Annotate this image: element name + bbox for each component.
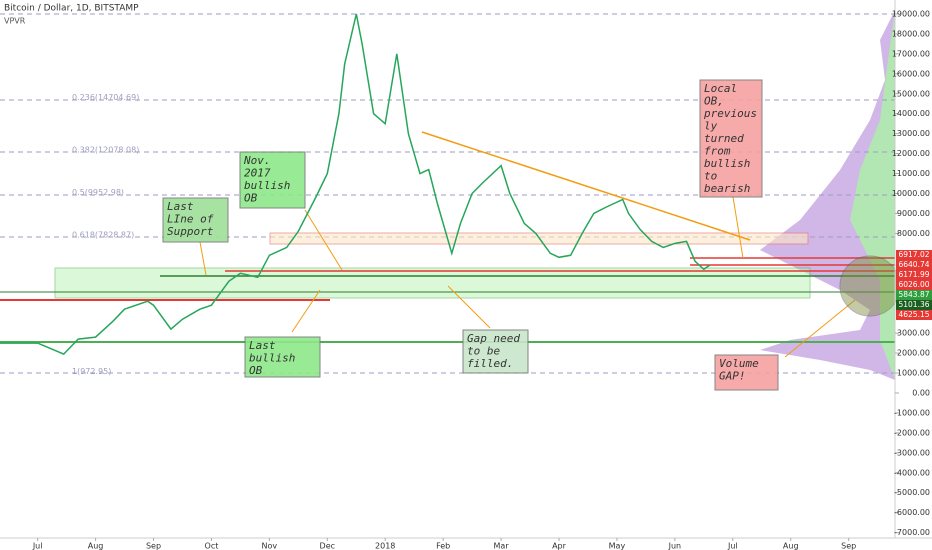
price-label-box — [896, 299, 932, 310]
annotation-box — [714, 354, 779, 391]
annotation-text: Gap need — [467, 332, 520, 345]
x-tick-label: 2018 — [375, 542, 395, 550]
y-tick-label: 1000.00 — [897, 369, 930, 378]
y-tick-label: 10000.00 — [892, 189, 930, 198]
annotation-text: GAP! — [719, 370, 746, 383]
annotation-text: bullish — [249, 352, 295, 365]
fib-label: 1(972.95) — [72, 367, 111, 376]
price-label: 6171.99 — [898, 270, 929, 279]
annotation-text: bullish — [244, 179, 290, 192]
annotation-box — [462, 329, 529, 374]
price-label: 5843.87 — [898, 290, 929, 299]
price-label-box — [896, 309, 932, 320]
y-tick-label: 0.00 — [912, 388, 930, 397]
y-tick-label: -7000.00 — [894, 528, 930, 537]
y-tick-label: -3000.00 — [894, 448, 930, 457]
fib-label: 0.618(7828.87) — [72, 230, 134, 239]
y-tick-label: 8000.00 — [897, 229, 930, 238]
y-tick-label: 9000.00 — [897, 209, 930, 218]
y-tick-label: -6000.00 — [894, 508, 930, 517]
chart-title: Bitcoin / Dollar, 1D, BITSTAMP — [4, 4, 139, 14]
annotation-box — [162, 197, 229, 243]
annotation-text: Last — [249, 339, 276, 352]
y-tick-label: 18000.00 — [892, 29, 930, 38]
x-tick-label: Mar — [494, 542, 510, 550]
levels — [0, 13, 901, 374]
x-tick-label: Oct — [205, 542, 219, 550]
annotation-text: Volume — [719, 357, 759, 370]
annotation-text: ly — [704, 120, 718, 133]
annotation-text: Last — [167, 200, 194, 213]
annotation-text: Local — [704, 82, 737, 95]
annotation-text: Support — [167, 225, 214, 238]
price-label: 6640.74 — [898, 260, 929, 269]
x-tick-label: Apr — [552, 542, 567, 550]
y-tick-label: 3000.00 — [897, 329, 930, 338]
indicator: VPVR — [4, 17, 26, 26]
x-tick-label: Jul — [32, 542, 43, 550]
price-label: 5101.36 — [898, 300, 929, 309]
annotation-box — [239, 151, 306, 209]
price-label-box — [896, 249, 932, 260]
annotation-text: to — [704, 170, 717, 183]
annotation-box — [244, 336, 321, 378]
annotation-text: from — [704, 145, 731, 158]
annotation-text: 2017 — [244, 167, 271, 180]
x-tick-label: Jul — [727, 542, 738, 550]
annotation-text: bearish — [704, 182, 750, 195]
price-line — [0, 13, 711, 355]
y-tick-label: -4000.00 — [894, 468, 930, 477]
annotation-text: previous — [703, 107, 757, 120]
y-tick-label: -1000.00 — [894, 408, 930, 417]
annotation-text: turned — [704, 132, 744, 145]
price-label: 6026.00 — [898, 280, 929, 289]
price-label-box — [896, 289, 932, 300]
y-tick-label: 2000.00 — [897, 349, 930, 358]
x-tick-label: Sep — [841, 542, 856, 550]
annotation-text: to be — [467, 345, 500, 358]
y-tick-label: 16000.00 — [892, 69, 930, 78]
fib-label: 0.382(12078.08) — [72, 146, 139, 155]
price-label: 4625.15 — [898, 310, 929, 319]
price-label-box — [896, 279, 932, 290]
x-tick-label: Aug — [88, 542, 104, 550]
y-tick-label: 14000.00 — [892, 109, 930, 118]
volume-profile — [760, 10, 895, 380]
annotation-text: filled. — [467, 357, 513, 370]
x-tick-label: Nov — [262, 542, 278, 550]
price-label: 6917.02 — [898, 250, 929, 259]
x-tick-label: Sep — [146, 542, 161, 550]
y-tick-label: 15000.00 — [892, 89, 930, 98]
annotation: LocalOB,previouslyturnedfrombullishtobea… — [699, 79, 763, 198]
annotation-text: OB, — [704, 95, 724, 108]
x-tick-label: Jun — [668, 542, 682, 550]
x-tick-label: May — [609, 542, 626, 550]
annotation-box — [699, 79, 763, 198]
y-tick-label: -2000.00 — [894, 428, 930, 437]
fib-label: 0.5(9952.98) — [72, 188, 124, 197]
x-tick-label: Dec — [320, 542, 335, 550]
annotation-text: OB — [244, 192, 258, 205]
annotation-text: Nov. — [243, 154, 271, 167]
y-tick-label: -5000.00 — [894, 488, 930, 497]
y-tick-label: 13000.00 — [892, 129, 930, 138]
annotation-text: OB — [249, 364, 263, 377]
fib-label: 0.236(14704.69) — [72, 93, 139, 102]
x-tick-label: Aug — [783, 542, 799, 550]
y-tick-label: 17000.00 — [892, 49, 930, 58]
annotation-text: LIne of — [167, 213, 214, 226]
y-tick-label: 11000.00 — [892, 169, 930, 178]
y-tick-label: 12000.00 — [892, 149, 930, 158]
price-label-box — [896, 259, 932, 270]
annotation-text: bullish — [704, 157, 750, 170]
x-tick-label: Feb — [436, 542, 450, 550]
y-tick-label: 19000.00 — [892, 9, 930, 18]
price-label-box — [896, 269, 932, 280]
